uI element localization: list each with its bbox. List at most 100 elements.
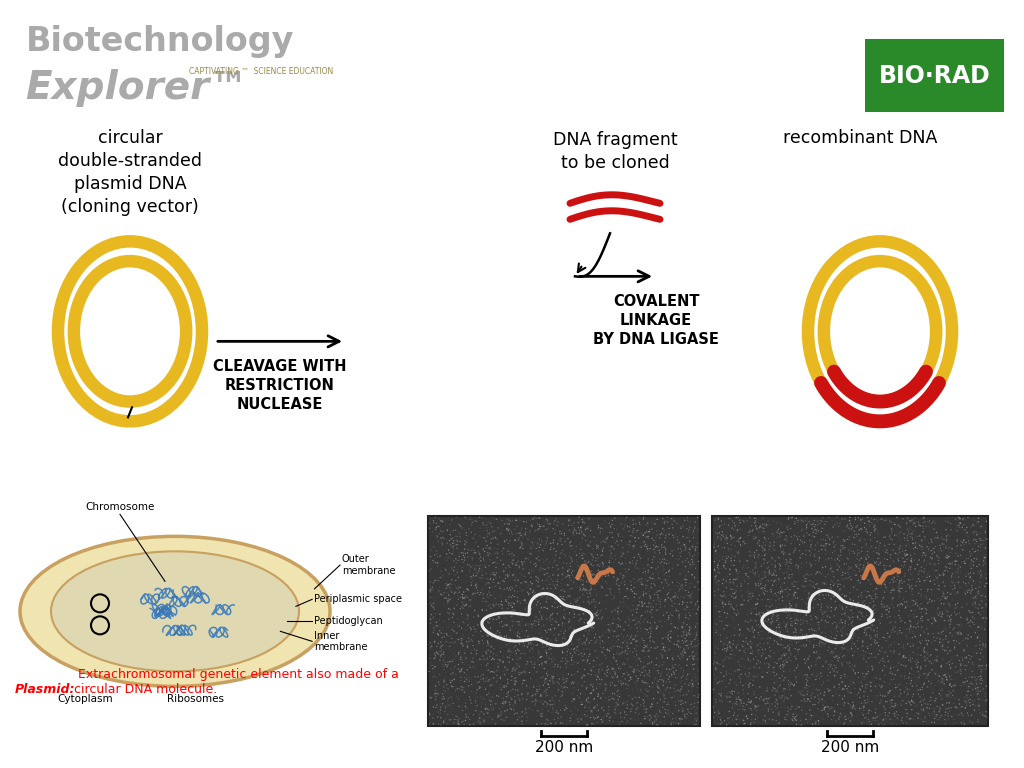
Point <box>563 657 580 669</box>
Point <box>470 609 486 621</box>
Point <box>858 553 874 565</box>
Point <box>848 561 864 573</box>
Point <box>725 602 741 614</box>
Point <box>851 546 867 558</box>
Point <box>452 637 468 649</box>
Point <box>524 521 541 533</box>
Point <box>757 582 773 594</box>
Point <box>788 576 805 588</box>
Point <box>920 670 936 682</box>
Point <box>784 681 801 694</box>
Point <box>459 637 475 650</box>
Point <box>608 575 625 588</box>
Point <box>589 698 605 710</box>
Point <box>746 551 763 564</box>
Point <box>680 675 696 687</box>
Point <box>770 681 786 694</box>
Point <box>741 617 758 630</box>
Point <box>498 632 514 644</box>
Point <box>554 717 570 730</box>
Point <box>844 523 860 535</box>
Point <box>891 648 907 660</box>
Point <box>867 557 884 569</box>
Point <box>511 644 527 657</box>
Point <box>905 621 922 633</box>
Point <box>507 568 523 580</box>
Point <box>524 698 541 710</box>
Point <box>447 563 464 575</box>
Point <box>630 511 646 523</box>
Point <box>446 674 463 686</box>
Point <box>933 627 949 639</box>
Point <box>568 553 585 565</box>
Point <box>537 601 553 614</box>
Point <box>924 517 940 529</box>
Point <box>757 549 773 561</box>
Point <box>637 613 653 625</box>
Point <box>871 679 888 691</box>
Point <box>475 650 492 662</box>
Point <box>581 701 597 713</box>
Point <box>795 631 811 643</box>
Point <box>730 618 746 631</box>
Point <box>888 599 904 611</box>
Point <box>766 666 782 678</box>
Point <box>790 700 806 713</box>
Point <box>464 550 480 562</box>
Point <box>463 579 479 591</box>
Point <box>858 584 874 597</box>
Point <box>567 561 584 574</box>
Point <box>913 713 930 725</box>
Point <box>842 700 858 713</box>
Point <box>843 574 859 586</box>
Point <box>850 528 866 541</box>
Point <box>484 568 501 581</box>
Point <box>649 664 666 677</box>
Point <box>451 718 467 730</box>
Point <box>519 639 536 651</box>
Point <box>707 650 723 663</box>
Point <box>878 709 894 721</box>
Point <box>642 617 658 630</box>
Point <box>594 646 610 658</box>
Point <box>918 646 934 658</box>
Point <box>630 570 646 582</box>
Point <box>607 574 624 586</box>
Point <box>818 701 835 713</box>
Point <box>918 550 934 562</box>
Point <box>809 561 825 574</box>
Point <box>942 614 958 627</box>
Point <box>604 518 621 531</box>
Point <box>542 641 558 654</box>
Point <box>637 553 653 565</box>
Point <box>519 573 536 585</box>
Point <box>749 545 765 557</box>
Point <box>936 588 952 600</box>
Point <box>651 692 668 704</box>
Point <box>499 513 515 525</box>
Point <box>453 603 469 615</box>
Point <box>655 614 672 626</box>
Point <box>783 700 800 713</box>
Point <box>512 541 528 554</box>
Point <box>506 717 522 730</box>
Point <box>942 615 958 627</box>
Point <box>894 659 910 671</box>
Point <box>894 575 910 588</box>
Point <box>717 518 733 530</box>
Point <box>437 565 454 578</box>
Point <box>809 617 825 629</box>
Point <box>460 547 476 559</box>
Point <box>718 574 734 587</box>
Point <box>964 615 980 627</box>
Point <box>459 585 475 598</box>
Point <box>943 609 959 621</box>
Point <box>737 629 754 641</box>
Point <box>897 651 913 664</box>
Point <box>467 564 483 576</box>
Point <box>545 638 561 650</box>
Point <box>514 666 530 678</box>
Point <box>847 679 863 691</box>
Point <box>616 552 633 564</box>
Point <box>602 711 618 723</box>
